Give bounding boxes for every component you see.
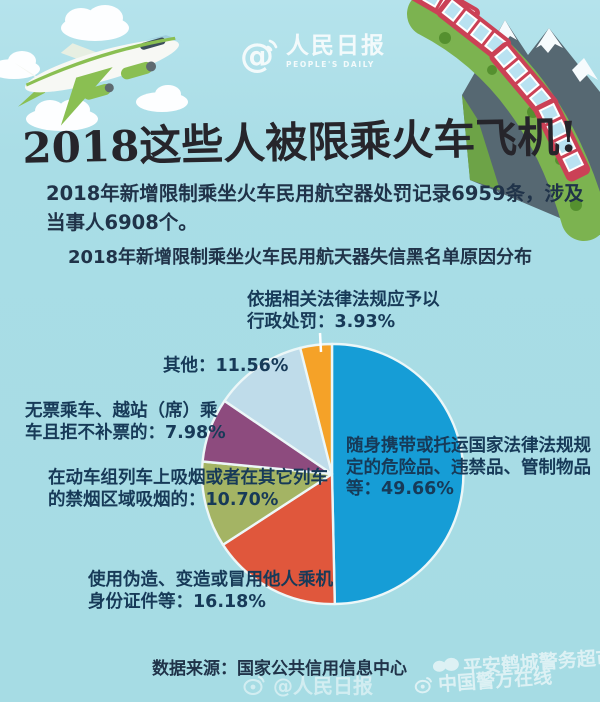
watermark-police: 平安鹤城警务超市 中国警方在线	[412, 643, 600, 696]
at-glyph: @	[240, 36, 274, 76]
subtitle-line-1: 2018年新增限制乘坐火车民用航空器处罚记录6959条，涉及	[46, 182, 584, 205]
callout-line	[318, 332, 323, 353]
pie-label-fake-id: 使用伪造、变造或冒用他人乘机 身份证件等：16.18%	[88, 570, 333, 612]
pie-label-smoking: 在动车组列车上吸烟或者在其它列车 的禁烟区域吸烟的：10.70%	[48, 468, 328, 510]
subtitle-line-2: 当事人6908个。	[46, 211, 198, 234]
watermark-police-line2: 中国警方在线	[413, 662, 553, 699]
at-mic-icon: @	[240, 36, 278, 76]
chart-title: 2018年新增限制乘坐火车民用航天器失信黑名单原因分布	[67, 247, 533, 268]
data-source: 数据来源：国家公共信用信息中心	[152, 659, 407, 679]
pie-label-dangerous-goods: 随身携带或托运国家法律法规规 定的危险品、违禁品、管制物品 等：49.66%	[346, 436, 591, 499]
page-title: 2018这些人被限乘火车飞机!	[21, 112, 579, 173]
logo-subname: PEOPLE'S DAILY	[286, 60, 375, 69]
pie-slice-5	[299, 342, 334, 476]
logo-name: 人民日报	[286, 33, 386, 59]
peoples-daily-logo: @ 人民日报 PEOPLE'S DAILY	[238, 33, 386, 79]
weibo-icon	[414, 676, 432, 693]
weibo-icon	[243, 675, 265, 695]
pie-label-no-ticket: 无票乘车、越站（席）乘 车且拒不补票的：7.98%	[25, 401, 226, 443]
watermark-peoples-daily: @人民日报	[243, 670, 373, 699]
pie-label-admin-penalty: 依据相关法律法规应予以 行政处罚：3.93%	[247, 290, 440, 332]
pie-label-other: 其他：11.56%	[163, 356, 289, 376]
subtitle: 2018年新增限制乘坐火车民用航空器处罚记录6959条，涉及 当事人6908个。	[46, 179, 584, 237]
